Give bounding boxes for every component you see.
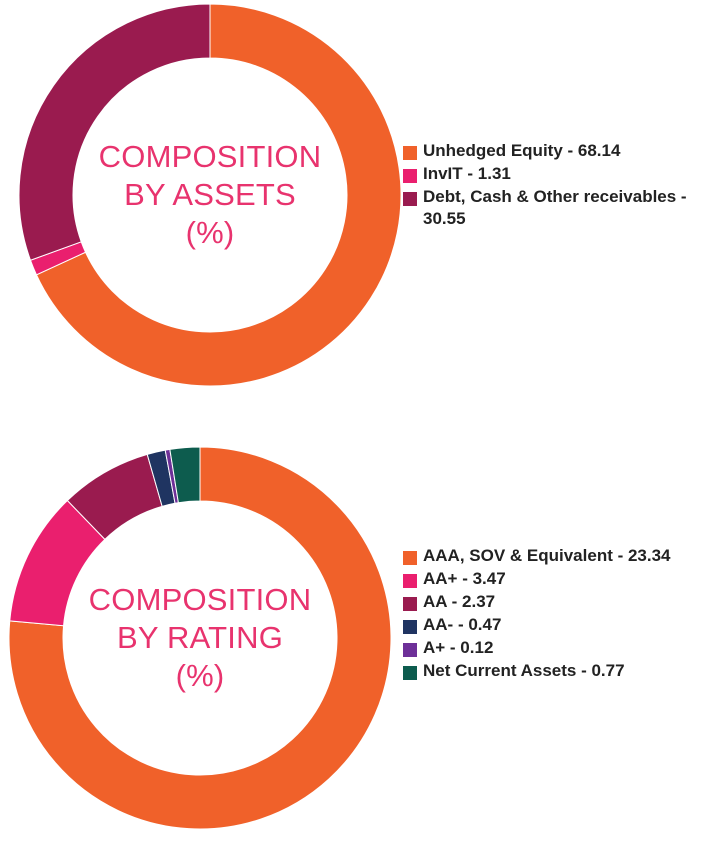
assets-slice-2	[18, 3, 211, 261]
legend-swatch	[403, 192, 417, 206]
legend-item-net-current-assets: Net Current Assets - 0.77	[403, 660, 699, 682]
legend-label: InvIT - 1.31	[423, 164, 511, 183]
assets-slice-0	[35, 3, 402, 387]
legend-swatch	[403, 620, 417, 634]
legend-label: AAA, SOV & Equivalent - 23.34	[423, 546, 671, 565]
legend-swatch	[403, 551, 417, 565]
rating-slice-5	[169, 446, 201, 504]
assets-donut-chart: COMPOSITION BY ASSETS (%)	[18, 3, 402, 387]
legend-swatch	[403, 146, 417, 160]
legend-item-a-plus: A+ - 0.12	[403, 637, 699, 659]
assets-legend: Unhedged Equity - 68.14 InvIT - 1.31 Deb…	[403, 140, 699, 231]
rating-legend: AAA, SOV & Equivalent - 23.34 AA+ - 3.47…	[403, 545, 699, 683]
legend-label: Unhedged Equity - 68.14	[423, 141, 621, 160]
legend-swatch	[403, 643, 417, 657]
legend-swatch	[403, 597, 417, 611]
legend-swatch	[403, 574, 417, 588]
legend-label: A+ - 0.12	[423, 638, 494, 657]
legend-item-aa: AA - 2.37	[403, 591, 699, 613]
assets-donut-svg	[18, 3, 402, 387]
legend-label: Debt, Cash & Other receivables - 30.55	[423, 187, 687, 228]
legend-item-aa-plus: AA+ - 3.47	[403, 568, 699, 590]
legend-label: AA - 2.37	[423, 592, 496, 611]
rating-slice-0	[8, 446, 392, 830]
legend-item-unhedged-equity: Unhedged Equity - 68.14	[403, 140, 699, 162]
legend-item-aaa-sov: AAA, SOV & Equivalent - 23.34	[403, 545, 699, 567]
legend-label: AA- - 0.47	[423, 615, 502, 634]
rating-donut-chart: COMPOSITION BY RATING (%)	[8, 446, 392, 830]
legend-label: Net Current Assets - 0.77	[423, 661, 625, 680]
legend-item-invit: InvIT - 1.31	[403, 163, 699, 185]
legend-swatch	[403, 169, 417, 183]
legend-item-debt-cash: Debt, Cash & Other receivables - 30.55	[403, 186, 699, 230]
rating-donut-svg	[8, 446, 392, 830]
legend-label: AA+ - 3.47	[423, 569, 506, 588]
legend-swatch	[403, 666, 417, 680]
legend-item-aa-minus: AA- - 0.47	[403, 614, 699, 636]
